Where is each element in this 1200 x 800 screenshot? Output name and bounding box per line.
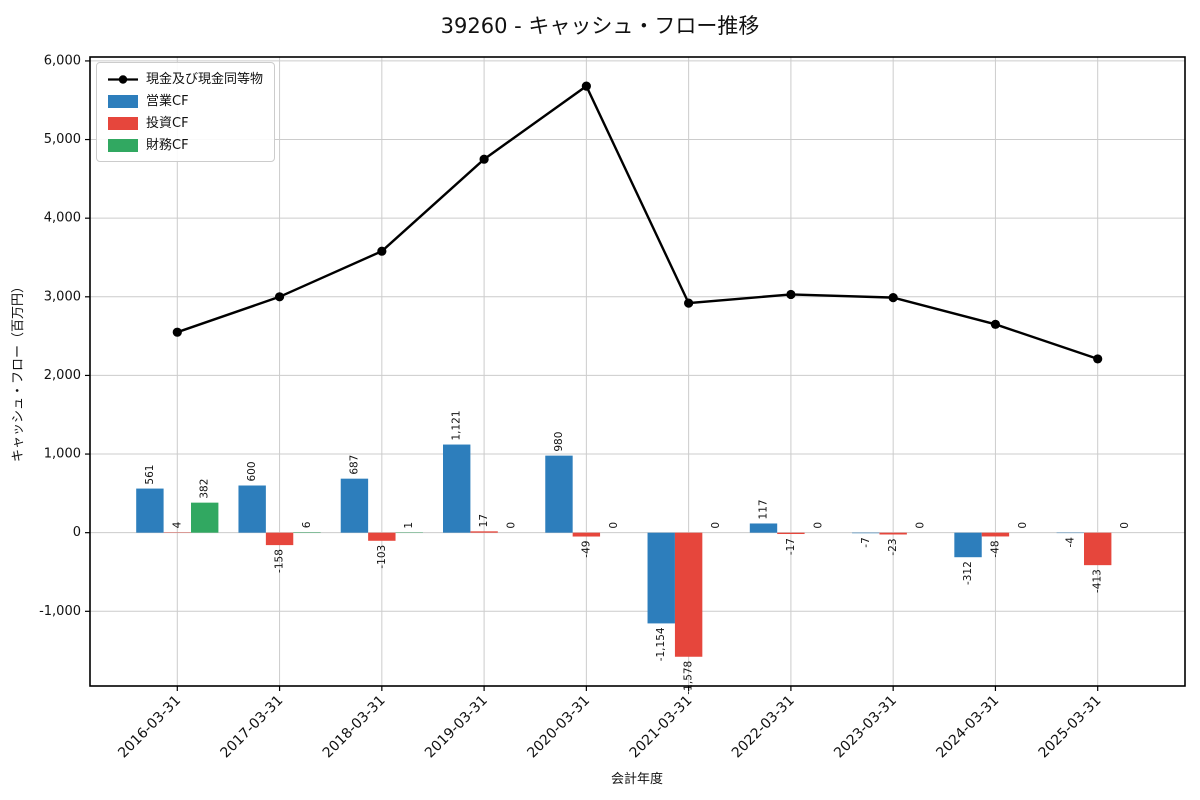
- bar-value-label: 117: [758, 499, 770, 519]
- cash-line-marker: [684, 298, 694, 308]
- bar-投資CF-2025-03-31: [1084, 532, 1112, 566]
- legend-marker-dot: [118, 74, 128, 84]
- bar-value-label: -23: [887, 538, 899, 555]
- bar-value-label: -17: [785, 538, 797, 555]
- cash-line-marker: [1093, 354, 1103, 364]
- bar-営業CF-2023-03-31: [852, 532, 880, 534]
- bar-value-label: -7: [860, 537, 872, 547]
- bar-投資CF-2021-03-31: [674, 532, 703, 657]
- cash-line-marker: [786, 289, 796, 300]
- x-tick-label: 2017-03-31: [218, 693, 287, 762]
- bar-value-label: -1,154: [655, 627, 667, 661]
- cash-line-marker: [172, 327, 182, 337]
- cash-line-marker: [581, 81, 591, 91]
- bar-営業CF-2022-03-31: [749, 523, 778, 533]
- legend: 現金及び現金同等物 営業CF 投資CF 財務CF: [96, 62, 276, 162]
- y-tick-label: -1,000: [39, 604, 81, 619]
- legend-item: 営業CF: [108, 93, 263, 109]
- bar-value-label: 6: [301, 521, 313, 528]
- bar-営業CF-2016-03-31: [136, 488, 164, 533]
- bar-value-label: -49: [580, 541, 592, 558]
- y-axis-title: キャッシュ・フロー（百万円）: [11, 280, 26, 462]
- legend-item: 財務CF: [108, 137, 263, 153]
- bar-value-label: 0: [1017, 522, 1029, 529]
- x-tick-label: 2025-03-31: [1036, 693, 1105, 762]
- legend-label: 現金及び現金同等物: [146, 71, 264, 87]
- x-tick-label: 2019-03-31: [422, 693, 491, 762]
- bar-営業CF-2017-03-31: [238, 485, 266, 533]
- bar-投資CF-2019-03-31: [470, 531, 498, 533]
- bar-value-label: -103: [376, 545, 388, 569]
- y-tick-label: 1,000: [44, 447, 81, 462]
- legend-color-swatch: [108, 116, 138, 130]
- legend-color-swatch: [108, 94, 138, 108]
- bar-value-label: 0: [1119, 522, 1131, 529]
- y-tick-label: 0: [73, 525, 81, 540]
- bar-投資CF-2018-03-31: [368, 532, 396, 541]
- bar-value-label: 0: [506, 522, 518, 529]
- bar-value-label: 600: [246, 461, 258, 481]
- axis-frame: [89, 56, 1186, 687]
- bar-投資CF-2017-03-31: [265, 532, 294, 546]
- y-tick-label: 4,000: [44, 211, 81, 226]
- x-axis-title: 会計年度: [611, 771, 663, 787]
- legend-label: 営業CF: [146, 93, 189, 109]
- bar-value-label: -413: [1092, 569, 1104, 593]
- legend-label: 投資CF: [146, 115, 189, 131]
- bar-value-label: 4: [171, 521, 183, 528]
- y-tick-label: 6,000: [44, 53, 81, 68]
- bar-value-label: 0: [608, 522, 620, 529]
- bar-value-label: 1,121: [451, 410, 463, 440]
- bar-value-label: 687: [348, 455, 360, 475]
- cash-line-marker: [377, 246, 387, 256]
- cash-line-marker: [888, 292, 898, 303]
- legend-label: 財務CF: [146, 137, 189, 153]
- bar-営業CF-2020-03-31: [545, 455, 573, 533]
- legend-color-swatch: [108, 138, 138, 152]
- y-tick-label: 5,000: [44, 132, 81, 147]
- x-tick-label: 2023-03-31: [831, 693, 900, 762]
- cash-line-marker: [990, 319, 1001, 329]
- bar-value-label: -158: [274, 549, 286, 573]
- y-tick-label: 3,000: [44, 289, 81, 304]
- bar-営業CF-2018-03-31: [340, 478, 369, 533]
- bar-value-label: 17: [478, 514, 490, 527]
- bar-value-label: 0: [812, 522, 824, 529]
- y-tick-label: 2,000: [44, 368, 81, 383]
- x-tick-label: 2024-03-31: [933, 693, 1002, 762]
- bar-value-label: -4: [1064, 537, 1076, 548]
- legend-item: 投資CF: [108, 115, 263, 131]
- x-tick-label: 2018-03-31: [320, 693, 389, 762]
- bar-営業CF-2019-03-31: [443, 444, 471, 533]
- bar-投資CF-2020-03-31: [572, 532, 601, 537]
- cash-line-marker: [479, 154, 489, 164]
- bar-投資CF-2023-03-31: [879, 532, 907, 535]
- bar-value-label: -48: [989, 540, 1001, 557]
- legend-line-marker-sample: [108, 74, 138, 84]
- bar-value-label: 561: [144, 465, 156, 485]
- x-tick-label: 2020-03-31: [524, 693, 593, 762]
- bar-value-label: 0: [915, 522, 927, 529]
- bar-value-label: -312: [962, 561, 974, 585]
- bar-投資CF-2022-03-31: [777, 532, 805, 535]
- cash-line-marker: [274, 292, 285, 302]
- bar-value-label: 382: [199, 479, 211, 499]
- x-tick-label: 2022-03-31: [729, 693, 798, 762]
- x-tick-label: 2016-03-31: [115, 693, 184, 762]
- bar-value-label: 980: [553, 432, 565, 452]
- bar-投資CF-2024-03-31: [981, 532, 1010, 537]
- x-tick-label: 2021-03-31: [627, 693, 696, 762]
- bar-value-label: 0: [710, 522, 722, 529]
- bar-value-label: 1: [403, 522, 415, 529]
- cash-line: [176, 84, 1099, 361]
- chart-title: 39260 - キャッシュ・フロー推移: [441, 14, 760, 38]
- bar-財務CF-2016-03-31: [191, 502, 219, 533]
- bar-営業CF-2024-03-31: [954, 532, 982, 558]
- bar-営業CF-2021-03-31: [647, 532, 675, 624]
- legend-item: 現金及び現金同等物: [108, 71, 263, 87]
